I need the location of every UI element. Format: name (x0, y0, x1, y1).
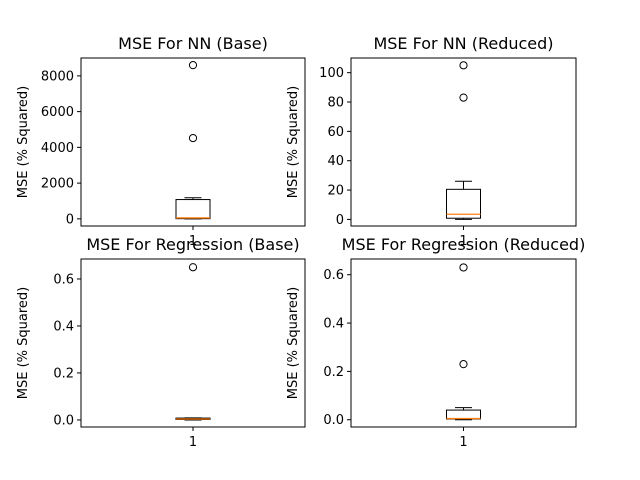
y-tick-label: 0.4 (53, 319, 74, 334)
y-tick-label: 20 (327, 184, 344, 199)
y-tick-label: 0.6 (323, 268, 344, 283)
axes-frame (350, 258, 577, 428)
subplot-4: MSE For Regression (Reduced) MSE (% Squar… (286, 235, 585, 450)
y-tick-label: 8000 (41, 69, 74, 84)
y-axis-label: MSE (% Squared) (286, 86, 301, 198)
subplot-title: MSE For NN (Base) (118, 34, 268, 53)
outlier-point (459, 360, 468, 369)
y-tick-label: 0.4 (323, 317, 344, 332)
y-tick-label: 0.2 (323, 365, 344, 380)
y-tick-label: 80 (327, 96, 344, 111)
x-tick-label: 1 (459, 234, 467, 249)
y-axis-label: MSE (% Squared) (16, 287, 31, 399)
y-axis-label: MSE (% Squared) (16, 86, 31, 198)
x-tick-label: 1 (189, 435, 197, 450)
subplot-1: MSE For NN (Base) MSE (% Squared) 0 2000 400… (16, 34, 306, 249)
axes-frame (80, 258, 306, 428)
axes-frame (350, 57, 577, 227)
y-tick-label: 0.0 (323, 413, 344, 428)
outlier-point (188, 61, 198, 70)
subplot-3: MSE For Regression (Base) MSE (% Squared)… (16, 235, 306, 450)
axes-frame (80, 57, 306, 227)
y-tick-label: 6000 (41, 105, 74, 120)
y-axis-label: MSE (% Squared) (286, 287, 301, 399)
box-iqr (446, 188, 481, 219)
box-iqr (446, 409, 481, 420)
y-tick-label: 2000 (41, 177, 74, 192)
y-tick-label: 0 (66, 212, 74, 227)
outlier-point (459, 263, 468, 272)
subplot-title: MSE For NN (Reduced) (373, 34, 553, 53)
outlier-point (459, 93, 468, 102)
y-tick-label: 0 (336, 213, 344, 228)
y-tick-label: 0.2 (53, 366, 74, 381)
x-tick-label: 1 (459, 435, 467, 450)
y-tick-label: 4000 (41, 141, 74, 156)
y-tick-label: 0.6 (53, 272, 74, 287)
y-tick-label: 0.0 (53, 413, 74, 428)
y-tick-label: 60 (327, 125, 344, 140)
outlier-point (459, 61, 468, 70)
outlier-point (188, 133, 198, 143)
y-tick-label: 40 (327, 154, 344, 169)
y-tick-label: 100 (319, 66, 344, 81)
subplot-title: MSE For Regression (Reduced) (342, 235, 586, 254)
subplot-title: MSE For Regression (Base) (86, 235, 299, 254)
box-iqr (175, 199, 211, 220)
outlier-point (188, 263, 198, 272)
x-tick-label: 1 (189, 234, 197, 249)
subplot-2: MSE For NN (Reduced) MSE (% Squared) 0 20 40… (286, 34, 577, 249)
